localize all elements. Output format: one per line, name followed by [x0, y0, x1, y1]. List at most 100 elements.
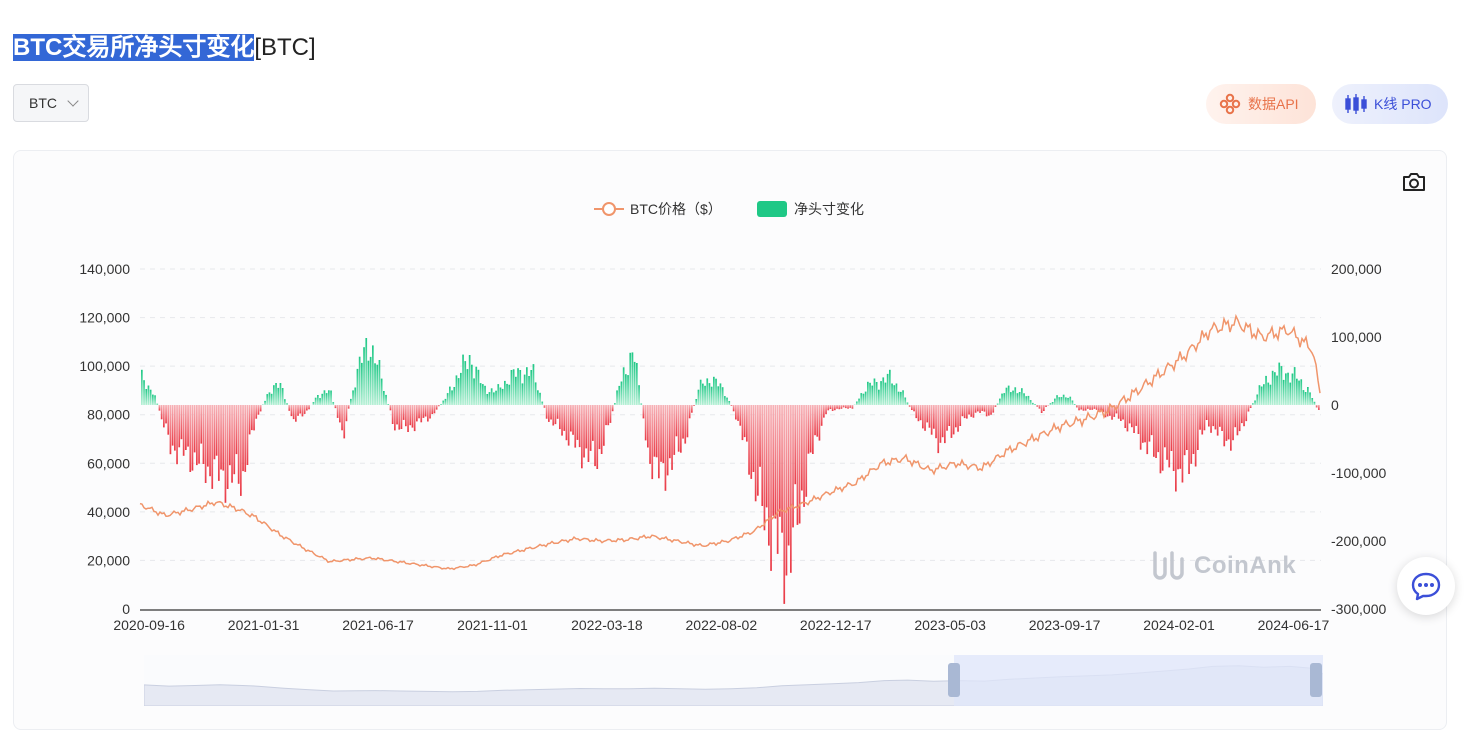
x-tick-label: 2022-08-02 [686, 617, 758, 633]
netflow-bar [1162, 405, 1164, 471]
netflow-bar [181, 405, 183, 439]
netflow-bar [561, 405, 563, 436]
netflow-bar [909, 405, 911, 407]
netflow-bar [984, 405, 986, 412]
netflow-bar [1135, 405, 1137, 426]
netflow-bar [1318, 405, 1320, 410]
slider-selection[interactable] [954, 655, 1323, 706]
netflow-bar [236, 405, 238, 454]
netflow-bar [326, 393, 328, 405]
netflow-bar [462, 355, 464, 405]
netflow-bar [1201, 405, 1203, 435]
netflow-bar [678, 405, 680, 452]
netflow-bar [649, 405, 651, 464]
netflow-bar [570, 405, 572, 432]
netflow-bar [788, 405, 790, 546]
netflow-bar [544, 405, 546, 408]
y-left-tick-label: 100,000 [79, 358, 130, 374]
netflow-bar [1019, 392, 1021, 405]
netflow-bar [863, 394, 865, 405]
netflow-bar [841, 405, 843, 409]
netflow-bar [548, 405, 550, 422]
netflow-bar [348, 405, 350, 409]
netflow-bar [431, 405, 433, 414]
y-left-tick-label: 120,000 [79, 310, 130, 326]
netflow-bar [240, 405, 242, 496]
netflow-bar [632, 352, 634, 405]
netflow-bar [183, 405, 185, 456]
chat-button[interactable] [1397, 557, 1455, 615]
netflow-bar [766, 405, 768, 507]
y-right-tick-label: -100,000 [1331, 465, 1386, 481]
netflow-bar [381, 379, 383, 405]
netflow-bar [1014, 387, 1016, 405]
netflow-bar [847, 405, 849, 409]
netflow-bar [1193, 405, 1195, 454]
netflow-bar [447, 393, 449, 405]
netflow-bar [275, 383, 277, 405]
slider-handle-left[interactable] [948, 663, 960, 697]
netflow-bar [1142, 405, 1144, 443]
netflow-bar [812, 405, 814, 454]
netflow-bar [456, 375, 458, 405]
y-right-tick-label: -300,000 [1331, 601, 1386, 617]
netflow-bar [1144, 405, 1146, 442]
netflow-bar [231, 405, 233, 483]
netflow-bar [1080, 405, 1082, 410]
netflow-bar [1177, 405, 1179, 469]
netflow-bar [216, 405, 218, 456]
netflow-bar [170, 405, 172, 454]
netflow-bar [1096, 405, 1098, 410]
netflow-bar [975, 405, 977, 413]
y-left-tick-label: 60,000 [87, 455, 130, 471]
netflow-bar [1311, 398, 1313, 405]
netflow-bar [1267, 383, 1269, 405]
netflow-bar [330, 391, 332, 406]
netflow-bar [735, 405, 737, 420]
netflow-bar [997, 404, 999, 405]
netflow-bar [1303, 390, 1305, 405]
netflow-bar [1133, 405, 1135, 433]
netflow-bar [977, 405, 979, 411]
netflow-bar [299, 405, 301, 414]
netflow-bar [1190, 405, 1192, 464]
netflow-bar [759, 405, 761, 467]
netflow-bar [590, 405, 592, 451]
netflow-bar [1307, 387, 1309, 405]
netflow-bar [401, 405, 403, 429]
netflow-bar [1149, 405, 1151, 442]
netflow-bar [673, 405, 675, 455]
netflow-bar [1087, 405, 1089, 409]
netflow-bar [409, 405, 411, 425]
netflow-bar [1239, 405, 1241, 431]
netflow-bar [189, 405, 191, 472]
netflow-bar [764, 405, 766, 530]
slider-handle-right[interactable] [1310, 663, 1322, 697]
netflow-bar [273, 385, 275, 405]
chart-plot: 020,00040,00060,00080,000100,000120,0001… [0, 0, 1473, 706]
netflow-bar [1195, 405, 1197, 467]
zoom-slider[interactable] [144, 655, 1323, 706]
netflow-bar [374, 363, 376, 405]
netflow-bar [885, 383, 887, 405]
netflow-bar [1131, 405, 1133, 427]
netflow-bar [665, 405, 667, 491]
netflow-bar [557, 405, 559, 419]
netflow-bar [363, 347, 365, 405]
netflow-bar [775, 405, 777, 519]
netflow-bar [889, 370, 891, 405]
netflow-bar [357, 369, 359, 405]
netflow-bar [539, 393, 541, 405]
netflow-bar [667, 405, 669, 475]
netflow-bar [1140, 405, 1142, 450]
netflow-bar [194, 405, 196, 452]
netflow-bar [1058, 397, 1060, 405]
netflow-bar [165, 405, 167, 423]
x-tick-label: 2021-11-01 [457, 617, 528, 633]
netflow-bar [1186, 405, 1188, 450]
netflow-bar [484, 386, 486, 405]
netflow-bar [1316, 405, 1318, 407]
netflow-bar [346, 405, 348, 421]
netflow-bar [1124, 405, 1126, 428]
netflow-bar [742, 405, 744, 440]
